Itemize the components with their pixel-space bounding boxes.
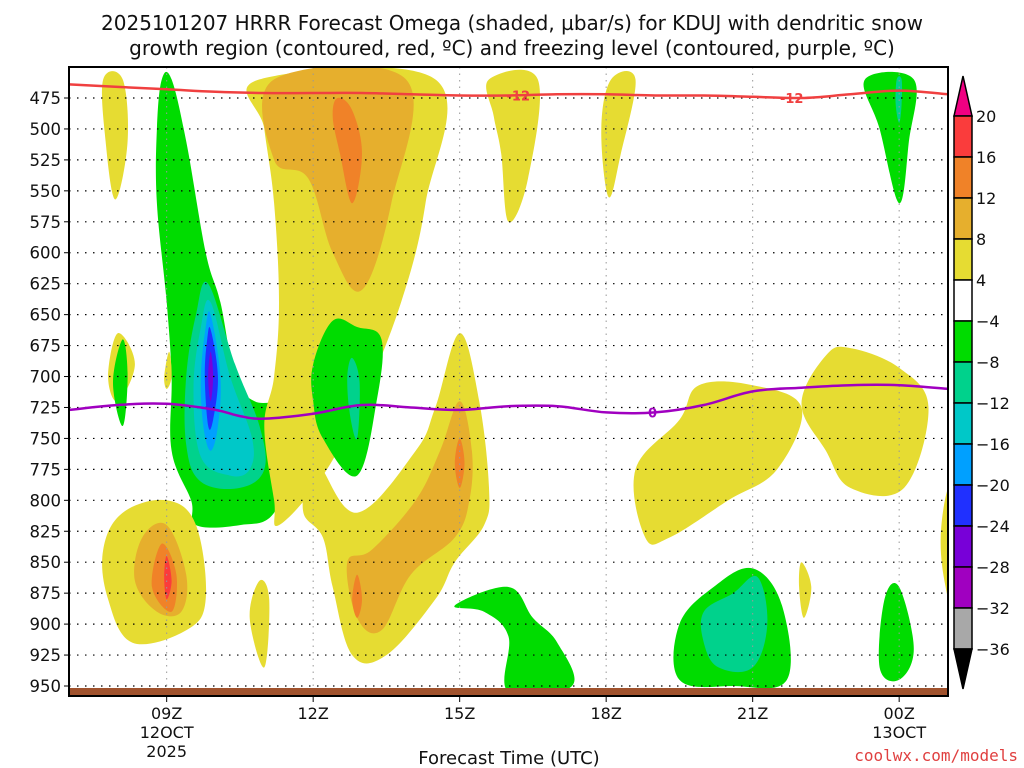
colorbar-label: 12	[976, 189, 996, 208]
omega-region--8_-4	[454, 586, 575, 696]
y-tick-label: 525	[30, 151, 62, 170]
grid-layer	[69, 67, 948, 696]
x-tick-label: 2025	[146, 742, 187, 761]
colorbar-label: −24	[976, 517, 1010, 536]
y-tick-label: 600	[30, 244, 62, 263]
colorbar-label: 16	[976, 148, 996, 167]
colorbar-label: 8	[976, 230, 986, 249]
dendritic-growth-contour-line	[69, 83, 948, 100]
y-tick-label: 550	[30, 182, 62, 201]
dendritic-growth-contour-label: -12	[507, 89, 531, 104]
y-tick-label: 900	[30, 615, 62, 634]
x-tick-label: 09Z	[151, 704, 182, 723]
omega-region-4_8	[940, 487, 948, 600]
omega-region--8_-4	[863, 71, 917, 204]
colorbar-swatch	[953, 197, 973, 240]
y-tick-label: 950	[30, 677, 62, 696]
omega-region--28_-24	[208, 351, 214, 402]
colorbar-label: −8	[976, 353, 1000, 372]
colorbar-label: −36	[976, 640, 1010, 659]
colorbar-swatch	[953, 238, 973, 281]
colorbar-label: −4	[976, 312, 1000, 331]
omega-region-4_8	[101, 71, 129, 200]
omega-region-4_8	[249, 579, 270, 668]
surface-ground-bar	[69, 688, 948, 696]
x-tick-label: 15Z	[444, 704, 475, 723]
chart-title-line-1: 2025101207 HRRR Forecast Omega (shaded, …	[101, 11, 923, 35]
colorbar-arrow-min	[953, 648, 973, 690]
colorbar-swatch	[953, 156, 973, 199]
omega-region--12_-8	[895, 76, 903, 123]
colorbar-label: 4	[976, 271, 986, 290]
y-tick-label: 650	[30, 306, 62, 325]
colorbar-label: −20	[976, 476, 1010, 495]
y-tick-label: 475	[30, 89, 62, 108]
y-tick-label: 700	[30, 368, 62, 387]
y-tick-label: 875	[30, 584, 62, 603]
y-tick-label: 575	[30, 213, 62, 232]
y-tick-label: 675	[30, 337, 62, 356]
colorbar-swatch	[953, 443, 973, 486]
colorbar: 20 16 12 8 4 −4 −8 −12 −16 −20 −24 −28 −32 −36	[953, 75, 1010, 690]
x-tick-label: 12Z	[298, 704, 329, 723]
x-tick-label: 13OCT	[872, 723, 926, 742]
colorbar-arrow-max	[953, 75, 973, 117]
omega-region-12_16	[352, 574, 362, 618]
y-tick-label: 625	[30, 275, 62, 294]
y-tick-label: 850	[30, 553, 62, 572]
x-tick-label: 18Z	[591, 704, 622, 723]
y-axis: 475 500 525 550 575 600 625 650 675 700 725 750 775 8…	[30, 89, 69, 696]
colorbar-label: −16	[976, 435, 1010, 454]
y-tick-label: 750	[30, 429, 62, 448]
omega-region-8_12	[262, 67, 414, 292]
y-tick-label: 800	[30, 491, 62, 510]
colorbar-swatch	[953, 320, 973, 363]
colorbar-label: −12	[976, 394, 1010, 413]
omega-region-4_8	[164, 351, 172, 389]
y-tick-label: 925	[30, 646, 62, 665]
plot-frame	[68, 66, 949, 697]
omega-region-12_16	[332, 97, 362, 204]
omega-shaded-layer	[101, 67, 948, 696]
colorbar-swatch	[953, 484, 973, 527]
freezing-level-contour-label: 0	[648, 406, 657, 421]
x-tick-label: 12OCT	[140, 723, 194, 742]
omega-region--12_-8	[347, 357, 360, 440]
omega-region-16_20	[164, 555, 172, 600]
chart-title-line-2: growth region (contoured, red, ºC) and f…	[129, 36, 895, 60]
colorbar-swatch	[953, 361, 973, 404]
colorbar-label: −32	[976, 599, 1010, 618]
omega-region-4_8	[601, 70, 636, 198]
y-tick-label: 500	[30, 120, 62, 139]
colorbar-swatch	[953, 115, 973, 158]
colorbar-swatch	[953, 607, 973, 650]
freezing-level-contour-line	[69, 383, 948, 420]
omega-region--8_-4	[878, 583, 914, 682]
credit-text: coolwx.com/models	[854, 746, 1018, 765]
omega-region-12_16	[454, 438, 465, 488]
x-tick-label: 00Z	[884, 704, 915, 723]
dendritic-growth-contour-label: -12	[780, 92, 804, 107]
colorbar-label: −28	[976, 558, 1010, 577]
colorbar-swatch	[953, 566, 973, 609]
colorbar-swatch	[953, 525, 973, 568]
x-axis-title: Forecast Time (UTC)	[418, 748, 599, 768]
colorbar-label: 20	[976, 107, 996, 126]
y-tick-label: 775	[30, 460, 62, 479]
contour-layer: -12 -12 0	[69, 83, 948, 421]
x-tick-label: 21Z	[737, 704, 768, 723]
y-tick-label: 825	[30, 522, 62, 541]
y-tick-label: 725	[30, 398, 62, 417]
plot-area: -12 -12 0	[68, 66, 949, 697]
omega-region-4_8	[246, 67, 448, 527]
omega-region-4_8	[798, 562, 812, 618]
colorbar-swatch	[953, 402, 973, 445]
omega-region-8_12	[346, 401, 473, 634]
omega-region-4_8	[633, 381, 803, 545]
omega-region-4_8	[486, 69, 540, 223]
omega-region--8_-4	[311, 318, 383, 477]
colorbar-swatch	[953, 279, 973, 322]
